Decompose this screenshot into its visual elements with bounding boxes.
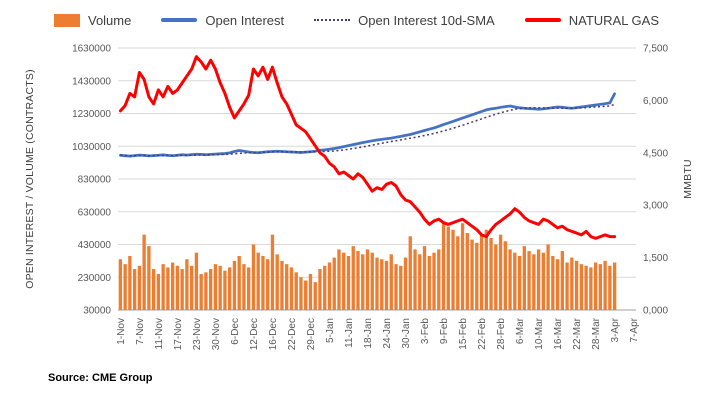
svg-text:4,500: 4,500 — [643, 148, 668, 159]
svg-text:28-Feb: 28-Feb — [496, 318, 507, 350]
svg-text:1430000: 1430000 — [72, 76, 111, 87]
legend-item-open-interest: Open Interest — [161, 13, 284, 28]
open-interest-swatch-icon — [161, 18, 198, 22]
svg-text:830000: 830000 — [78, 175, 112, 186]
legend-label-open-interest: Open Interest — [205, 12, 285, 28]
svg-text:6-Mar: 6-Mar — [515, 317, 526, 344]
source-note: Source: CME Group — [48, 372, 153, 384]
svg-text:7-Nov: 7-Nov — [135, 318, 146, 345]
svg-text:15-Feb: 15-Feb — [458, 318, 469, 350]
svg-text:6,000: 6,000 — [643, 96, 668, 107]
svg-text:1-Nov: 1-Nov — [116, 318, 127, 345]
left-axis-tick-labels: 30000 230000 430000 630000 830000 1030000 1230… — [72, 44, 111, 317]
svg-text:11-Nov: 11-Nov — [154, 318, 165, 350]
legend-item-natural-gas: NATURAL GAS — [524, 12, 660, 28]
legend: Volume Open Interest Open Interest 10d-S… — [0, 8, 713, 32]
svg-text:0,000: 0,000 — [643, 306, 668, 317]
svg-text:28-Mar: 28-Mar — [591, 317, 602, 349]
x-axis-tick-labels: 1-Nov 7-Nov 11-Nov 17-Nov 23-Nov 30-Nov 6-Dec 1… — [116, 317, 640, 350]
svg-text:1230000: 1230000 — [72, 109, 111, 120]
legend-label-natural-gas: NATURAL GAS — [568, 12, 660, 28]
svg-text:1,500: 1,500 — [643, 253, 668, 264]
volume-swatch-icon — [53, 13, 80, 27]
left-axis-title: OPEN INTEREST / VOLUME (CONTRACTS) — [24, 69, 36, 289]
legend-item-volume: Volume — [53, 12, 132, 28]
svg-text:18-Jan: 18-Jan — [363, 318, 374, 349]
oi-sma-swatch-icon — [314, 19, 351, 21]
svg-text:630000: 630000 — [78, 207, 112, 218]
svg-text:3,000: 3,000 — [643, 201, 668, 212]
open-interest-sma-line — [120, 103, 615, 157]
legend-item-oi-sma: Open Interest 10d-SMA — [314, 13, 495, 28]
svg-text:7,500: 7,500 — [643, 44, 668, 55]
svg-text:11-Jan: 11-Jan — [344, 318, 355, 348]
svg-text:22-Feb: 22-Feb — [477, 318, 488, 350]
right-axis-title: MMBTU — [682, 159, 694, 199]
svg-text:30000: 30000 — [83, 306, 111, 317]
svg-text:430000: 430000 — [78, 240, 112, 251]
svg-text:230000: 230000 — [78, 273, 112, 284]
svg-text:9-Feb: 9-Feb — [439, 318, 450, 345]
svg-text:23-Nov: 23-Nov — [192, 318, 203, 350]
svg-text:24-Jan: 24-Jan — [382, 318, 393, 349]
open-interest-line — [119, 92, 616, 158]
svg-text:7-Apr: 7-Apr — [629, 317, 640, 342]
svg-text:29-Dec: 29-Dec — [306, 318, 317, 350]
svg-text:22-Dec: 22-Dec — [287, 318, 298, 350]
svg-text:16-Mar: 16-Mar — [553, 317, 564, 349]
svg-text:1030000: 1030000 — [72, 142, 111, 153]
svg-text:5-Jan: 5-Jan — [325, 318, 336, 343]
svg-text:16-Dec: 16-Dec — [268, 318, 279, 350]
svg-text:30-Nov: 30-Nov — [211, 318, 222, 350]
svg-text:10-Mar: 10-Mar — [534, 317, 545, 349]
svg-text:3-Feb: 3-Feb — [420, 318, 431, 345]
svg-text:17-Nov: 17-Nov — [173, 318, 184, 350]
legend-label-volume: Volume — [87, 12, 132, 28]
svg-text:12-Dec: 12-Dec — [249, 318, 260, 350]
svg-text:3-Apr: 3-Apr — [610, 317, 621, 342]
svg-text:1630000: 1630000 — [72, 44, 111, 55]
legend-label-oi-sma: Open Interest 10d-SMA — [358, 12, 495, 28]
natural-gas-line — [118, 55, 617, 240]
natural-gas-swatch-icon — [524, 18, 561, 22]
svg-text:6-Dec: 6-Dec — [230, 318, 241, 345]
svg-text:30-Jan: 30-Jan — [401, 318, 412, 349]
volume-bars — [118, 223, 617, 311]
right-axis-tick-labels: 0,000 1,500 3,000 4,500 6,000 7,500 — [643, 44, 668, 317]
svg-text:22-Mar: 22-Mar — [572, 317, 583, 349]
